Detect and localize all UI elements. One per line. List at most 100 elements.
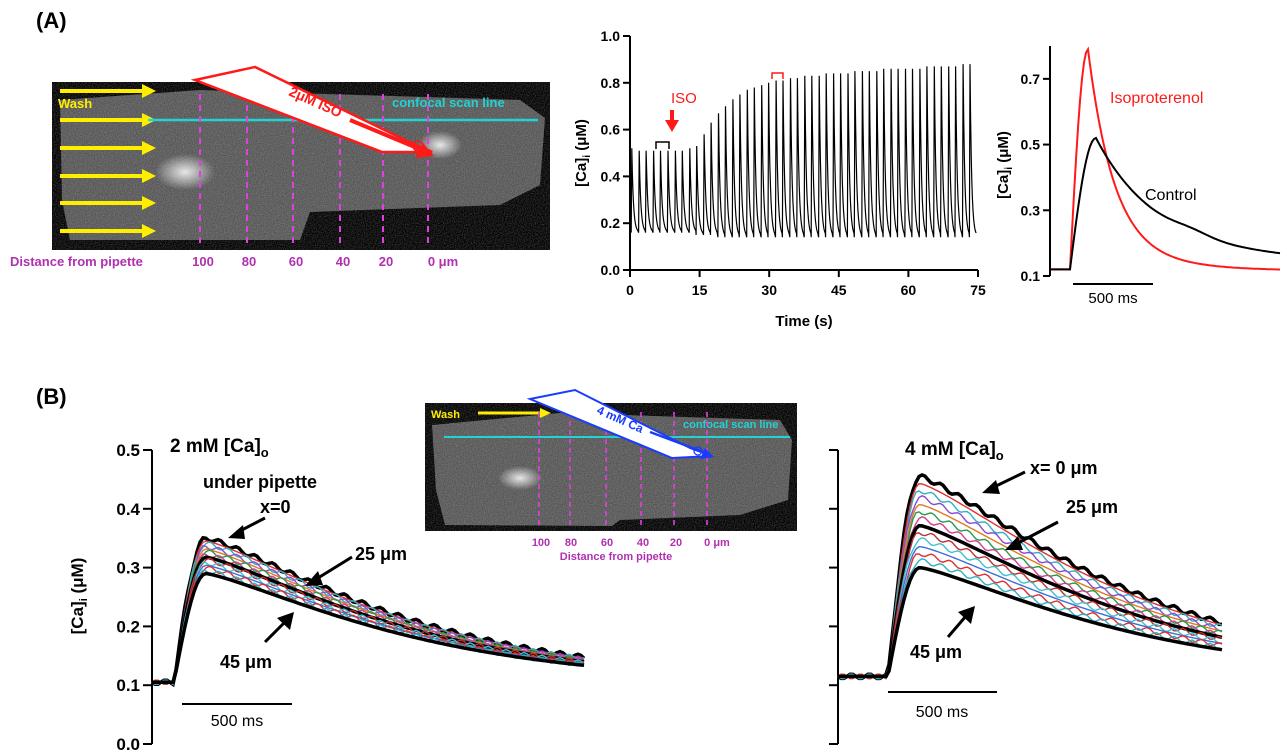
calcium-trace bbox=[838, 482, 1223, 678]
pipette-arrowhead-b bbox=[700, 448, 714, 459]
control-trace bbox=[1050, 136, 1281, 271]
chart-b-4mm: 4 mM [Ca]o x= 0 μm 25 μm 45 μm 500 ms bbox=[829, 439, 1223, 745]
45um-label: 45 μm bbox=[910, 642, 962, 662]
y-tick-label: 1.0 bbox=[601, 28, 621, 44]
distance-tick: 80 bbox=[565, 537, 577, 549]
distance-ticks-b: 100 80 60 40 20 0 μm bbox=[532, 537, 730, 549]
micrograph-a: Wash confocal scan line 2μM ISO Distance… bbox=[10, 65, 550, 269]
y-tick-label: 0.3 bbox=[1021, 202, 1041, 218]
y-tick-label: 0.5 bbox=[116, 441, 140, 460]
wash-arrow-b bbox=[478, 408, 551, 418]
x-tick-label: 15 bbox=[692, 282, 708, 298]
x0-arrowhead bbox=[228, 525, 245, 539]
x-tick-label: 0 bbox=[626, 282, 634, 298]
y-tick-label: 0.1 bbox=[1021, 268, 1041, 284]
25um-label: 25 μm bbox=[355, 544, 407, 564]
calcium-trace bbox=[151, 549, 585, 685]
iso-bracket bbox=[771, 72, 784, 79]
y-tick-label: 0.3 bbox=[116, 559, 140, 578]
25um-arrowhead bbox=[305, 571, 323, 586]
scale-bar-label: 500 ms bbox=[1088, 290, 1137, 307]
chart-a-overlay: 0.1 0.3 0.5 0.7 [Ca]i (μM) Isoproterenol Co… bbox=[995, 46, 1281, 307]
calcium-trace bbox=[837, 490, 1223, 680]
distance-tick: 40 bbox=[637, 537, 649, 549]
x-tick-label: 45 bbox=[831, 282, 847, 298]
calcium-trace bbox=[152, 571, 585, 685]
y-tick-label: 0.4 bbox=[116, 500, 140, 519]
iso-annotation: ISO bbox=[671, 90, 697, 107]
x0-label: x=0 bbox=[260, 497, 291, 517]
chart-a-time-course: 0.0 0.2 0.4 0.6 0.8 1.0 0 15 30 45 60 75 [Ca]i (μM… bbox=[573, 28, 986, 330]
y-tick-label: 0.7 bbox=[1021, 71, 1041, 87]
calcium-trace bbox=[151, 565, 585, 685]
calcium-trace bbox=[151, 557, 585, 685]
distance-tick: 60 bbox=[601, 537, 613, 549]
wash-label-b: Wash bbox=[431, 409, 460, 421]
scan-line-label-b: confocal scan line bbox=[683, 419, 778, 431]
micrograph-b: Wash confocal scan line 4 mM Ca 100 80 6… bbox=[425, 388, 797, 563]
y-axis-label: [Ca]i (μM) bbox=[68, 558, 90, 635]
chart-b-2mm: 0.0 0.1 0.2 0.3 0.4 0.5 [Ca]i (μM) 2 mM [Ca]o… bbox=[68, 436, 586, 754]
y-tick-label: 0.0 bbox=[116, 735, 140, 754]
x-tick-label: 75 bbox=[970, 282, 986, 298]
bright-spot bbox=[155, 154, 215, 190]
iso-arrowhead bbox=[665, 120, 679, 132]
control-label: Control bbox=[1145, 187, 1197, 204]
distance-tick: 0 μm bbox=[428, 254, 458, 269]
distance-tick: 20 bbox=[670, 537, 682, 549]
control-bracket bbox=[655, 141, 670, 149]
calcium-trace bbox=[837, 472, 1222, 681]
pipette-arrow-b bbox=[649, 430, 707, 455]
x0-arrow bbox=[993, 470, 1026, 489]
y-tick-label: 0.1 bbox=[116, 676, 140, 695]
chart-title: 2 mM [Ca]o bbox=[170, 436, 269, 460]
wash-label-a: Wash bbox=[58, 96, 92, 111]
isoproterenol-trace bbox=[1050, 46, 1280, 271]
y-tick-label: 0.0 bbox=[601, 262, 621, 278]
45um-arrowhead bbox=[277, 612, 294, 630]
y-tick-label: 0.2 bbox=[601, 215, 621, 231]
45um-arrowhead bbox=[958, 606, 975, 624]
scale-bar-label: 500 ms bbox=[211, 713, 263, 730]
pipette-arrowhead-a bbox=[415, 143, 434, 158]
distance-label-b: Distance from pipette bbox=[560, 551, 672, 563]
25um-arrow bbox=[317, 555, 353, 580]
x0-label: x= 0 μm bbox=[1030, 458, 1098, 478]
pipette-arrow-a bbox=[349, 118, 423, 152]
45um-label: 45 μm bbox=[220, 652, 272, 672]
calcium-transient-trace bbox=[630, 64, 977, 238]
45um-arrow bbox=[263, 620, 287, 644]
25um-arrow bbox=[1017, 520, 1059, 545]
distance-tick: 100 bbox=[192, 254, 214, 269]
distance-tick: 0 μm bbox=[704, 537, 730, 549]
calcium-trace bbox=[151, 541, 585, 685]
x-axis-label: Time (s) bbox=[775, 313, 832, 330]
chart-title: 4 mM [Ca]o bbox=[905, 439, 1004, 463]
scale-bar-label: 500 ms bbox=[916, 704, 968, 721]
pipette-tip-b bbox=[693, 446, 703, 456]
calcium-trace bbox=[151, 569, 585, 686]
calcium-trace bbox=[837, 537, 1223, 680]
distance-tick: 60 bbox=[289, 254, 303, 269]
distance-ticks-a: 100 80 60 40 20 0 μm bbox=[192, 254, 458, 269]
distance-tick: 80 bbox=[242, 254, 256, 269]
calcium-trace bbox=[838, 545, 1223, 678]
y-tick-label: 0.4 bbox=[601, 168, 621, 184]
isoproterenol-label: Isoproterenol bbox=[1110, 90, 1203, 107]
y-tick-label: 0.6 bbox=[601, 122, 621, 138]
x-tick-label: 30 bbox=[761, 282, 777, 298]
distance-label-a: Distance from pipette bbox=[10, 254, 143, 269]
calcium-trace bbox=[838, 523, 1223, 679]
25um-label: 25 μm bbox=[1066, 497, 1118, 517]
y-tick-label: 0.2 bbox=[116, 617, 140, 636]
45um-arrow bbox=[946, 615, 968, 638]
calcium-trace bbox=[838, 503, 1223, 678]
distance-tick: 100 bbox=[532, 537, 550, 549]
25um-arrowhead bbox=[1005, 536, 1023, 550]
panel-b-label: (B) bbox=[36, 384, 67, 409]
distance-tick: 20 bbox=[379, 254, 393, 269]
distance-tick: 40 bbox=[336, 254, 350, 269]
x-tick-label: 60 bbox=[901, 282, 917, 298]
under-pipette-label: under pipette bbox=[203, 472, 317, 492]
